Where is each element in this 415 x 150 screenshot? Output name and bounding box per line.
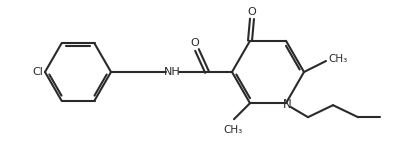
Text: CH₃: CH₃ — [223, 125, 243, 135]
Text: NH: NH — [164, 67, 181, 77]
Text: N: N — [283, 98, 291, 111]
Text: CH₃: CH₃ — [328, 54, 347, 64]
Text: Cl: Cl — [32, 67, 43, 77]
Text: O: O — [190, 38, 199, 48]
Text: O: O — [248, 7, 256, 17]
